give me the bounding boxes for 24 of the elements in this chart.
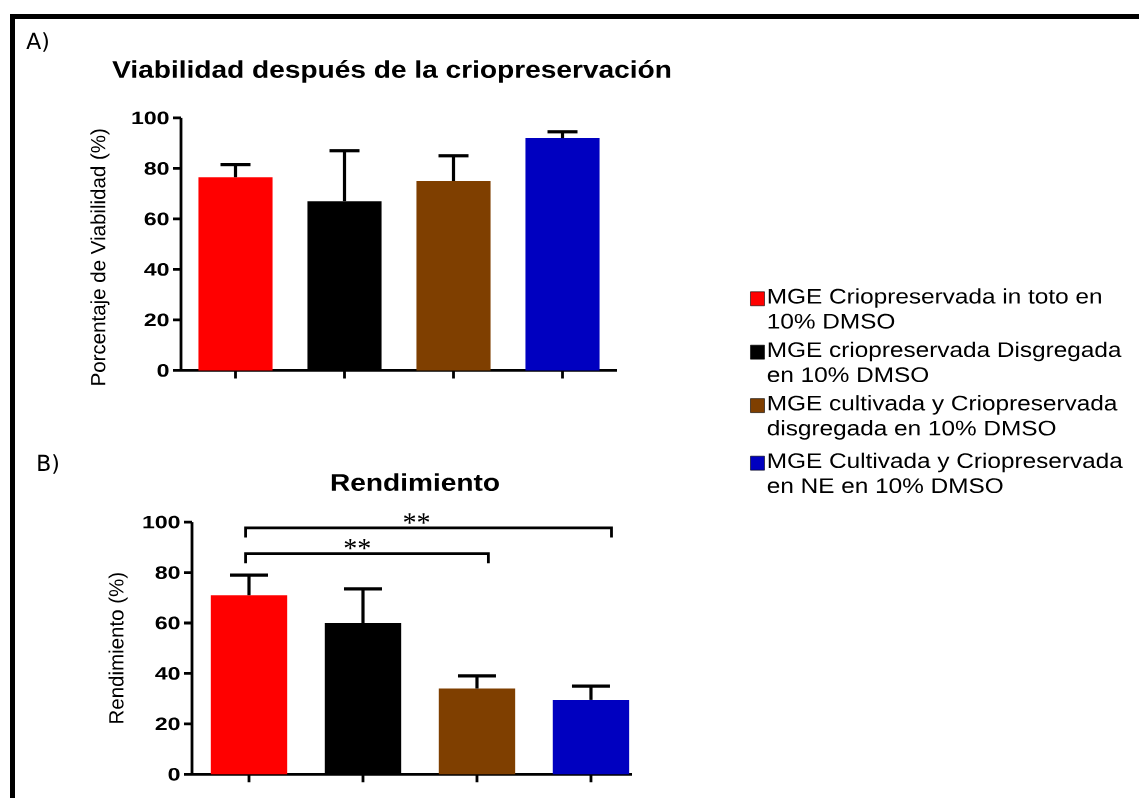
y-tick-label: 80 (155, 566, 180, 579)
text: A) (26, 32, 48, 52)
y-tick-label: 100 (143, 515, 180, 529)
annotation: ** (344, 539, 370, 550)
y-tick-label: 0 (157, 364, 169, 377)
chart-title: Rendimiento (331, 473, 499, 491)
y-axis-title: Rendimiento (%) (108, 573, 128, 723)
legend-label: MGE cultivada y Criopreservada disgregada en 10% DMSO (767, 395, 1118, 440)
legend-label: MGE criopreservada Disgregada en 10% DMSO (767, 341, 1122, 383)
y-tick-label: 100 (132, 111, 169, 125)
y-tick-label: 60 (144, 212, 169, 226)
y-tick-label: 20 (144, 313, 169, 327)
y-tick-label: 40 (155, 667, 180, 680)
y-tick-label: 40 (144, 263, 169, 276)
y-tick-label: 80 (144, 162, 169, 175)
chart-title: Viabilidad después de la criopreservación (112, 60, 671, 83)
legend-label: MGE Criopreservada in toto en 10% DMSO (768, 288, 1101, 329)
y-axis-title: Porcentaje de Viabilidad (%) (90, 129, 110, 385)
annotation: ** (403, 513, 430, 524)
y-tick-label: 20 (155, 717, 180, 731)
text: B) (38, 454, 58, 474)
y-tick-label: 60 (155, 616, 180, 630)
y-tick-label: 0 (168, 767, 180, 781)
legend-label: MGE Cultivada y Criopreservada en NE en 10% DMSO (767, 452, 1123, 494)
